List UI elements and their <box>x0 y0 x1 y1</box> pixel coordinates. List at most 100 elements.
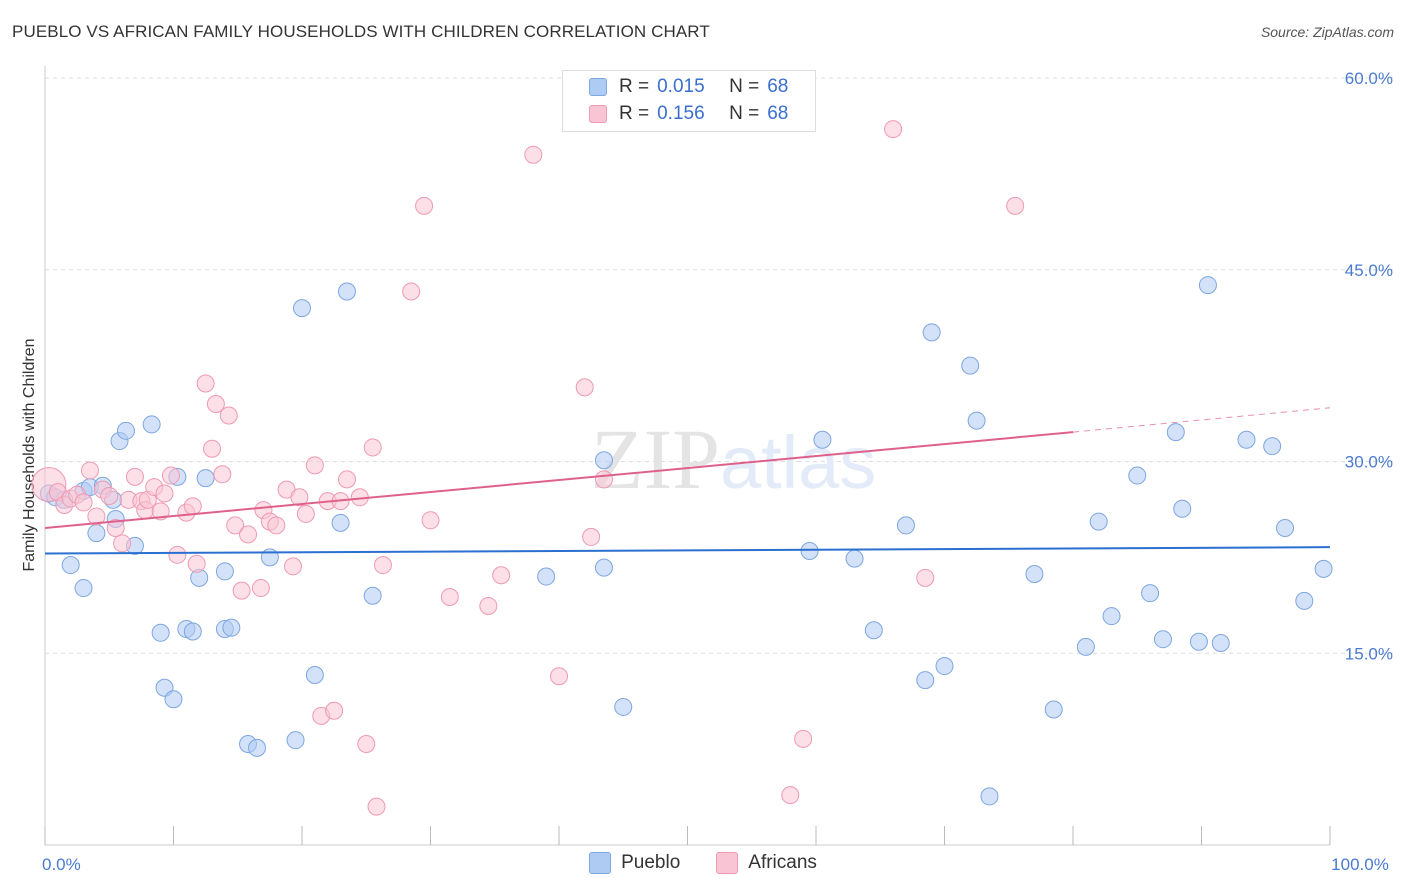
legend-swatch-africans <box>716 852 739 874</box>
pueblo-point <box>1089 512 1108 531</box>
pueblo-point <box>1314 559 1333 578</box>
africans-point <box>232 581 251 600</box>
africans-point <box>305 456 324 475</box>
africans-point <box>794 729 813 748</box>
africans-point <box>296 504 315 523</box>
africans-point <box>582 527 601 546</box>
africans-point <box>125 467 144 486</box>
r-value: 0.015 <box>657 76 705 97</box>
africans-point <box>290 488 309 507</box>
pueblo-point <box>1189 632 1208 651</box>
pueblo-point <box>142 415 161 434</box>
pueblo-point <box>922 323 941 342</box>
y-tick-label: 15.0% <box>1345 644 1393 663</box>
x-tick-label: 100.0% <box>1331 855 1389 874</box>
africans-point <box>267 516 286 535</box>
pueblo-point <box>864 621 883 640</box>
trend-lines <box>44 407 1331 555</box>
africans-point <box>187 554 206 573</box>
legend-swatch-pueblo <box>589 852 612 874</box>
pueblo-point <box>813 430 832 449</box>
africans-point <box>106 518 125 537</box>
africans-point <box>884 120 903 139</box>
pueblo-point <box>1237 430 1256 449</box>
n-label: N = <box>729 103 760 124</box>
pueblo-point <box>1128 466 1147 485</box>
africans-point <box>373 556 392 575</box>
pueblo-point <box>980 787 999 806</box>
pueblo-point <box>1025 564 1044 583</box>
pueblo-point <box>961 356 980 375</box>
stats-row-africans: R = 0.156 N = 68 <box>589 103 788 125</box>
africans-point <box>415 196 434 215</box>
africans-trend-line-extension <box>1072 407 1331 433</box>
africans-point <box>206 394 225 413</box>
pueblo-point <box>331 513 350 532</box>
pueblo-point <box>1211 634 1230 653</box>
africans-point <box>524 145 543 164</box>
africans-point <box>161 466 180 485</box>
africans-point <box>1006 196 1025 215</box>
africans-point <box>219 406 238 425</box>
pueblo-point <box>87 524 106 543</box>
africans-point <box>80 461 99 480</box>
pueblo-point <box>248 738 267 757</box>
pueblo-point <box>1153 630 1172 649</box>
grid-lines <box>45 77 1395 654</box>
tick-labels: 15.0% 30.0% 45.0% 60.0% 0.0% 100.0% <box>42 69 1393 874</box>
africans-point <box>550 667 568 686</box>
chart-title: PUEBLO VS AFRICAN FAMILY HOUSEHOLDS WITH… <box>12 22 710 41</box>
africans-point <box>479 596 498 615</box>
pueblo-point <box>151 623 170 642</box>
pueblo-point <box>1044 700 1063 719</box>
africans-point <box>402 282 421 301</box>
africans-point <box>251 579 270 598</box>
pueblo-point <box>594 558 613 577</box>
pueblo-point <box>1263 437 1282 456</box>
stats-box: R = 0.015 N = 68 R = 0.156 N = 68 <box>562 70 816 132</box>
x-tick-label: 0.0% <box>42 855 81 874</box>
pueblo-point <box>537 567 556 586</box>
pueblo-point <box>800 541 819 560</box>
africans-point <box>183 497 202 516</box>
africans-point <box>239 525 258 544</box>
africans-point <box>575 378 594 397</box>
pueblo-point <box>845 549 864 568</box>
pueblo-point <box>1166 423 1185 442</box>
africans-point <box>363 438 382 457</box>
pueblo-point <box>1295 591 1314 610</box>
africans-point <box>87 507 106 526</box>
africans-point <box>203 439 222 458</box>
pueblo-point <box>1076 637 1095 656</box>
africans-point <box>168 545 187 564</box>
pueblo-point <box>196 469 215 488</box>
africans-point <box>337 470 356 489</box>
pueblo-point <box>363 586 382 605</box>
y-tick-label: 45.0% <box>1345 261 1393 280</box>
pueblo-point <box>916 671 935 690</box>
africans-point <box>74 493 93 512</box>
legend-label: Pueblo <box>621 852 681 873</box>
pueblo-point <box>337 282 356 301</box>
pueblo-point <box>116 421 135 440</box>
pueblo-point <box>61 556 80 575</box>
pueblo-point <box>215 562 234 581</box>
pueblo-point <box>1141 584 1160 603</box>
pueblo-point <box>594 451 613 470</box>
pueblo-point <box>74 579 93 598</box>
r-value: 0.156 <box>657 103 705 124</box>
r-label: R = <box>619 103 650 124</box>
pueblo-trend-line <box>44 546 1331 555</box>
y-tick-label: 30.0% <box>1345 453 1393 472</box>
africans-point <box>357 735 376 754</box>
pueblo-point <box>1173 499 1192 518</box>
pueblo-point <box>1102 607 1121 626</box>
stats-row-pueblo: R = 0.015 N = 68 <box>589 76 788 98</box>
pueblo-point <box>222 618 241 637</box>
legend-item-pueblo[interactable]: Pueblo <box>589 852 680 874</box>
n-label: N = <box>729 76 760 97</box>
legend-item-africans[interactable]: Africans <box>716 852 817 874</box>
data-points <box>31 120 1333 816</box>
africans-point <box>367 797 386 816</box>
